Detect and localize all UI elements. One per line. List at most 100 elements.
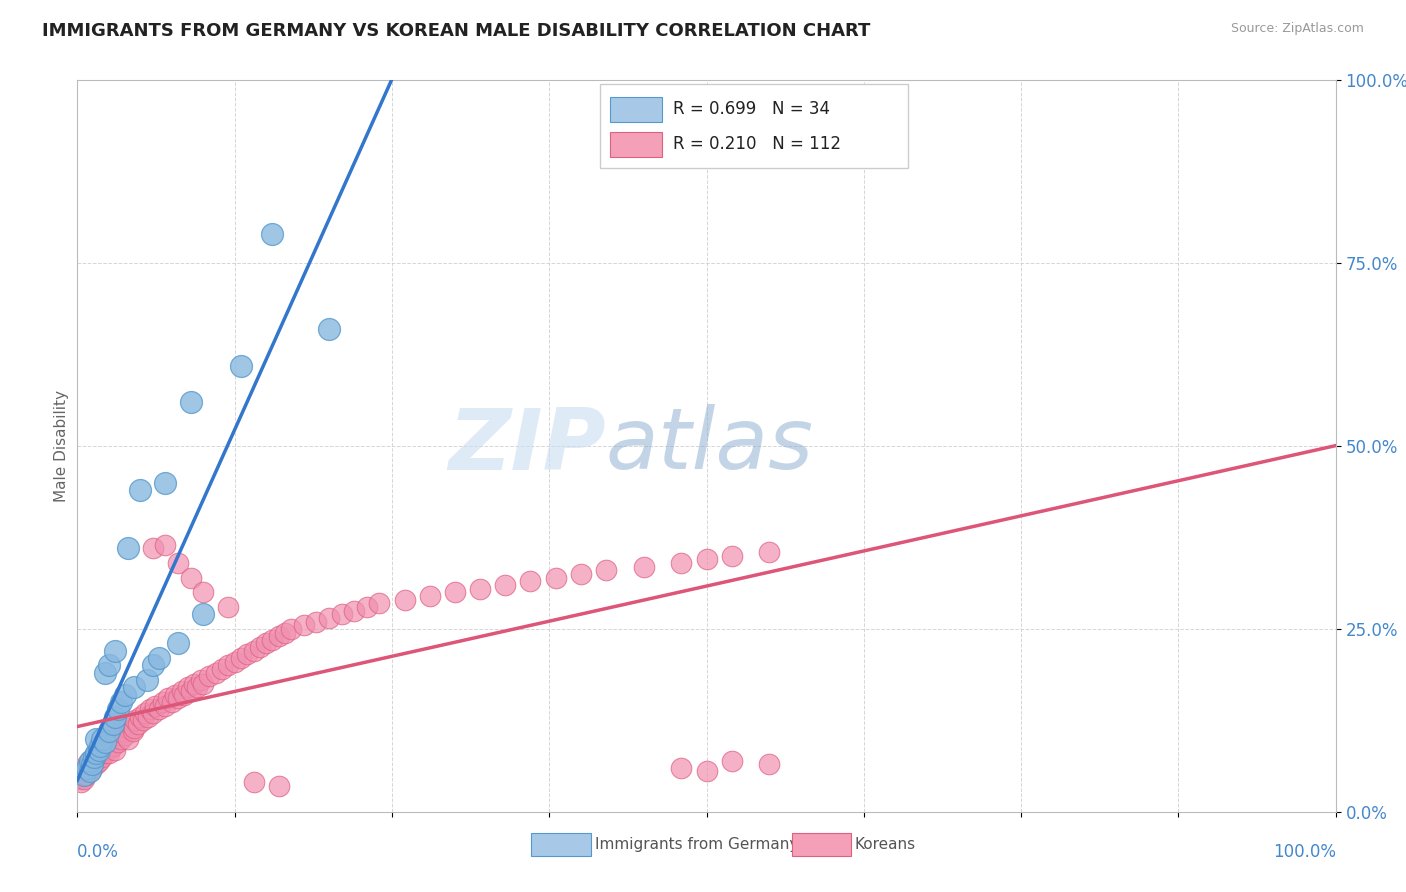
Point (343, 603, 366, 617)
Point (519, 574, 541, 589)
Point (148, 702, 170, 716)
Point (84, 731, 107, 746)
Point (117, 541, 139, 556)
Point (696, 764, 718, 779)
Point (165, 688, 187, 702)
Point (82, 757, 104, 772)
Point (267, 779, 290, 793)
Point (83, 749, 105, 764)
Point (671, 556, 693, 570)
Point (83, 749, 105, 764)
Point (89, 739, 111, 753)
Point (242, 775, 264, 789)
Point (569, 567, 592, 582)
Point (142, 706, 165, 720)
Point (242, 644, 264, 658)
Point (76, 764, 98, 779)
Point (72, 768, 94, 782)
Point (104, 709, 127, 723)
FancyBboxPatch shape (610, 97, 662, 122)
Point (120, 717, 142, 731)
Point (262, 227, 284, 241)
Text: Source: ZipAtlas.com: Source: ZipAtlas.com (1230, 22, 1364, 36)
Point (122, 721, 145, 735)
Text: IMMIGRANTS FROM GERMANY VS KOREAN MALE DISABILITY CORRELATION CHART: IMMIGRANTS FROM GERMANY VS KOREAN MALE D… (42, 22, 870, 40)
Point (191, 607, 215, 622)
Text: ZIP: ZIP (449, 404, 606, 488)
Point (97, 746, 120, 760)
Point (75, 768, 97, 782)
Point (117, 731, 139, 746)
Point (79, 754, 101, 768)
Point (180, 571, 202, 585)
Point (114, 728, 136, 742)
Point (190, 673, 212, 687)
Point (142, 658, 165, 673)
Point (76, 761, 98, 775)
Point (79, 754, 101, 768)
Point (79, 764, 101, 779)
Point (292, 618, 315, 632)
Point (69, 772, 91, 786)
Point (117, 721, 139, 735)
FancyBboxPatch shape (599, 84, 908, 168)
Point (70, 775, 93, 789)
Point (91, 749, 114, 764)
Point (671, 761, 693, 775)
Point (267, 629, 290, 643)
Point (419, 589, 441, 603)
Point (356, 599, 378, 614)
Point (94, 735, 117, 749)
Point (111, 724, 134, 739)
Text: R = 0.699   N = 34: R = 0.699 N = 34 (672, 100, 830, 118)
Point (198, 669, 221, 683)
Point (96, 739, 118, 753)
Point (121, 724, 143, 739)
Point (94, 665, 117, 680)
Point (758, 545, 780, 559)
Point (330, 607, 353, 622)
Point (155, 475, 177, 490)
Point (84, 746, 107, 760)
Point (444, 585, 467, 599)
Point (93, 742, 115, 756)
Text: atlas: atlas (606, 404, 814, 488)
Point (167, 556, 190, 570)
Point (468, 582, 491, 596)
Point (249, 640, 271, 655)
Y-axis label: Male Disability: Male Disability (53, 390, 69, 502)
Point (544, 571, 567, 585)
Point (191, 585, 215, 599)
Text: Koreans: Koreans (855, 838, 915, 852)
Point (148, 651, 170, 665)
Point (236, 648, 259, 662)
Point (280, 622, 302, 636)
Point (720, 754, 742, 768)
Point (305, 615, 328, 629)
Point (104, 731, 127, 746)
Point (127, 717, 149, 731)
Point (86, 749, 108, 764)
Point (72, 768, 94, 782)
Point (101, 739, 124, 753)
Point (97, 658, 120, 673)
Point (139, 702, 162, 716)
Point (108, 728, 131, 742)
Point (72, 772, 94, 786)
Point (170, 684, 193, 698)
FancyBboxPatch shape (610, 132, 662, 157)
Point (211, 662, 233, 676)
Point (107, 735, 129, 749)
Point (96, 742, 118, 756)
Point (186, 681, 208, 695)
Point (73, 764, 96, 779)
Point (84, 746, 107, 760)
Point (494, 578, 516, 592)
Point (84, 757, 107, 772)
Point (318, 322, 340, 336)
Point (94, 746, 117, 760)
Point (89, 746, 111, 760)
Point (76, 757, 98, 772)
Point (107, 702, 129, 716)
Point (167, 691, 190, 706)
